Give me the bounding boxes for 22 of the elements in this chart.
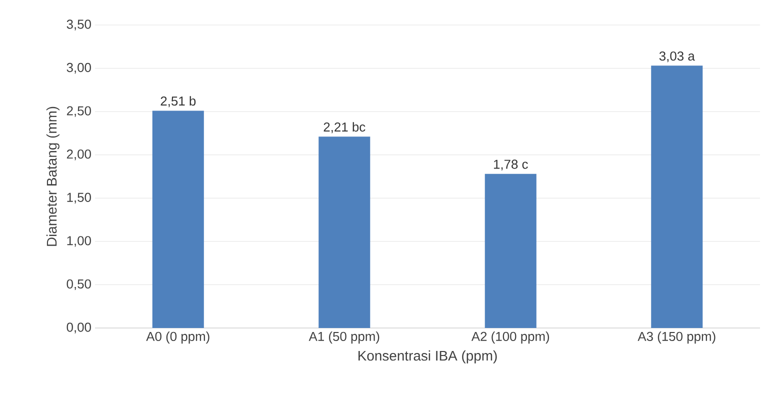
x-tick-label: A1 (50 ppm) [308, 332, 380, 344]
x-axis-title: Konsentrasi IBA (ppm) [358, 350, 497, 364]
data-label: 2,51 b [160, 96, 196, 108]
y-tick-label: 2,00 [66, 150, 91, 160]
bar [152, 110, 204, 328]
data-label: 3,03 a [659, 51, 695, 62]
y-tick-label: 0,50 [66, 279, 91, 290]
bar [484, 174, 536, 328]
bar [651, 66, 703, 328]
y-tick-label: 2,50 [66, 106, 91, 117]
y-tick-label: 3,00 [66, 62, 91, 74]
data-label: 1,78 c [494, 160, 528, 170]
data-label: 2,21 bc [324, 122, 366, 134]
y-axis-title: Diameter Batang (mm) [46, 106, 60, 246]
y-tick-label: 0,00 [66, 322, 91, 334]
y-tick-label: 1,50 [67, 192, 91, 204]
x-tick-label: A3 (150 ppm) [638, 332, 716, 344]
y-tick-label: 1,00 [67, 236, 91, 247]
x-tick-label: A2 (100 ppm) [471, 332, 550, 344]
bar [318, 136, 370, 328]
y-tick-label: 3,50 [66, 20, 91, 30]
x-tick-label: A0 (0 ppm) [146, 332, 210, 344]
